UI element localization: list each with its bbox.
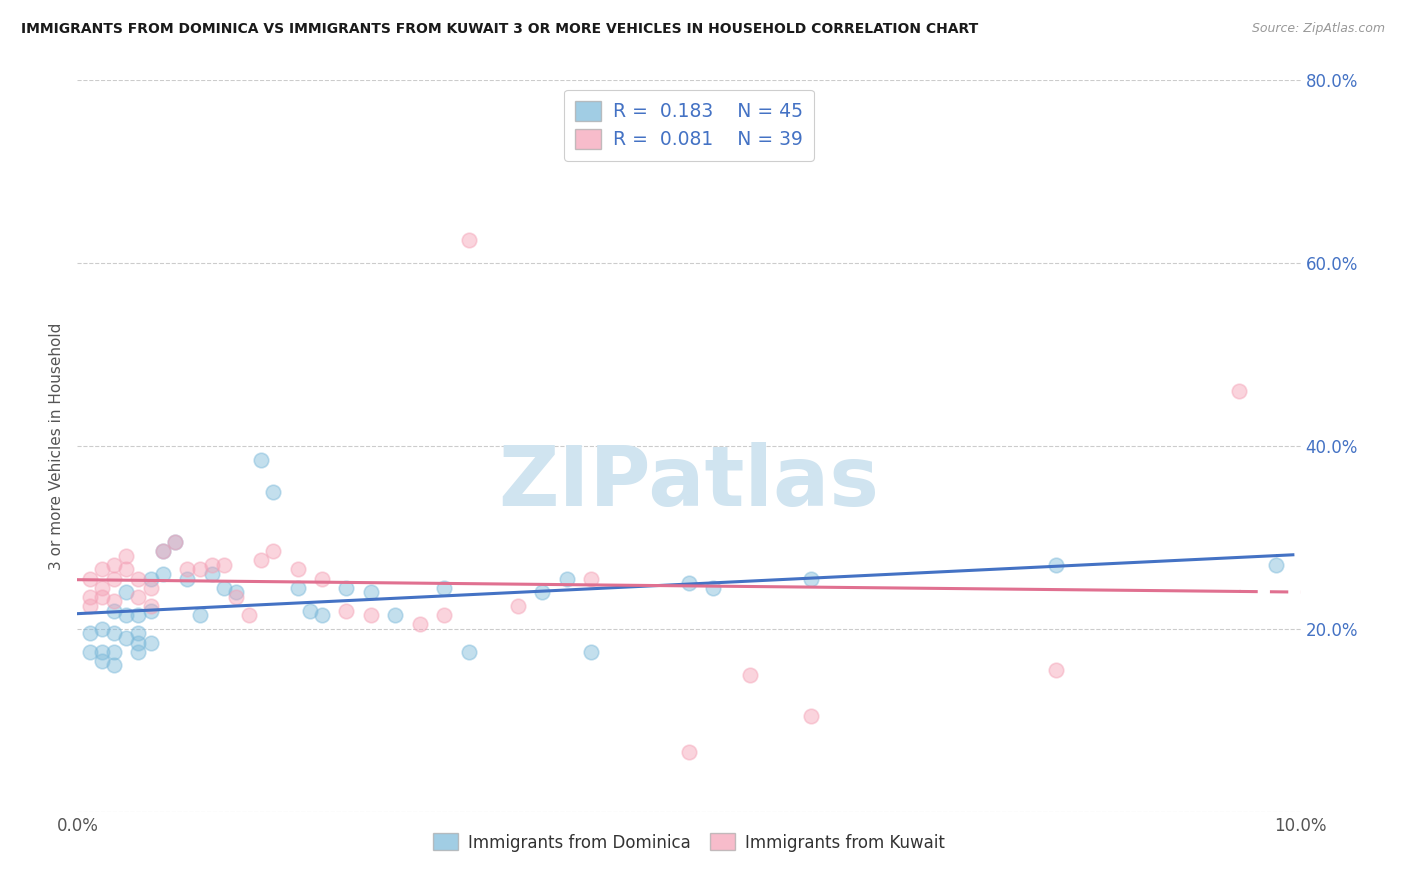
Point — [311, 572, 333, 586]
Point — [433, 581, 456, 595]
Point — [152, 544, 174, 558]
Point — [1045, 558, 1067, 572]
Point — [79, 645, 101, 659]
Point — [128, 635, 150, 649]
Point — [79, 572, 101, 586]
Point — [103, 658, 125, 673]
Point — [262, 484, 284, 499]
Point — [128, 626, 150, 640]
Point — [139, 603, 162, 617]
Point — [1229, 384, 1251, 399]
Point — [139, 635, 162, 649]
Point — [800, 708, 823, 723]
Point — [212, 581, 235, 595]
Point — [225, 585, 247, 599]
Point — [384, 608, 406, 623]
Point — [90, 581, 112, 595]
Point — [360, 608, 382, 623]
Point — [115, 549, 138, 563]
Point — [335, 603, 357, 617]
Point — [90, 654, 112, 668]
Point — [506, 599, 529, 613]
Point — [531, 585, 554, 599]
Point — [678, 576, 700, 591]
Point — [103, 626, 125, 640]
Point — [555, 572, 578, 586]
Point — [238, 608, 260, 623]
Point — [90, 622, 112, 636]
Point — [298, 603, 321, 617]
Point — [579, 645, 602, 659]
Point — [212, 558, 235, 572]
Legend: Immigrants from Dominica, Immigrants from Kuwait: Immigrants from Dominica, Immigrants fro… — [426, 827, 952, 858]
Point — [1265, 558, 1288, 572]
Point — [165, 535, 187, 549]
Point — [152, 567, 174, 582]
Point — [103, 645, 125, 659]
Point — [702, 581, 724, 595]
Point — [103, 558, 125, 572]
Point — [152, 544, 174, 558]
Point — [250, 452, 273, 467]
Point — [139, 572, 162, 586]
Point — [201, 558, 224, 572]
Point — [79, 590, 101, 604]
Point — [90, 590, 112, 604]
Point — [188, 608, 211, 623]
Point — [79, 626, 101, 640]
Text: ZIPatlas: ZIPatlas — [499, 442, 879, 523]
Point — [165, 535, 187, 549]
Point — [457, 645, 479, 659]
Point — [740, 667, 762, 681]
Point — [128, 645, 150, 659]
Point — [103, 572, 125, 586]
Point — [115, 631, 138, 645]
Text: IMMIGRANTS FROM DOMINICA VS IMMIGRANTS FROM KUWAIT 3 OR MORE VEHICLES IN HOUSEHO: IMMIGRANTS FROM DOMINICA VS IMMIGRANTS F… — [21, 22, 979, 37]
Point — [188, 562, 211, 576]
Point — [579, 572, 602, 586]
Point — [103, 603, 125, 617]
Point — [115, 562, 138, 576]
Point — [103, 594, 125, 608]
Point — [409, 617, 432, 632]
Point — [176, 562, 198, 576]
Point — [225, 590, 247, 604]
Point — [287, 581, 309, 595]
Point — [128, 572, 150, 586]
Text: Source: ZipAtlas.com: Source: ZipAtlas.com — [1251, 22, 1385, 36]
Point — [139, 599, 162, 613]
Point — [335, 581, 357, 595]
Point — [139, 581, 162, 595]
Point — [457, 233, 479, 247]
Point — [433, 608, 456, 623]
Point — [90, 562, 112, 576]
Point — [250, 553, 273, 567]
Point — [115, 585, 138, 599]
Y-axis label: 3 or more Vehicles in Household: 3 or more Vehicles in Household — [49, 322, 65, 570]
Point — [176, 572, 198, 586]
Point — [90, 645, 112, 659]
Point — [678, 745, 700, 759]
Point — [128, 590, 150, 604]
Point — [287, 562, 309, 576]
Point — [311, 608, 333, 623]
Point — [262, 544, 284, 558]
Point — [1045, 663, 1067, 677]
Point — [201, 567, 224, 582]
Point — [79, 599, 101, 613]
Point — [128, 608, 150, 623]
Point — [800, 572, 823, 586]
Point — [115, 608, 138, 623]
Point — [360, 585, 382, 599]
